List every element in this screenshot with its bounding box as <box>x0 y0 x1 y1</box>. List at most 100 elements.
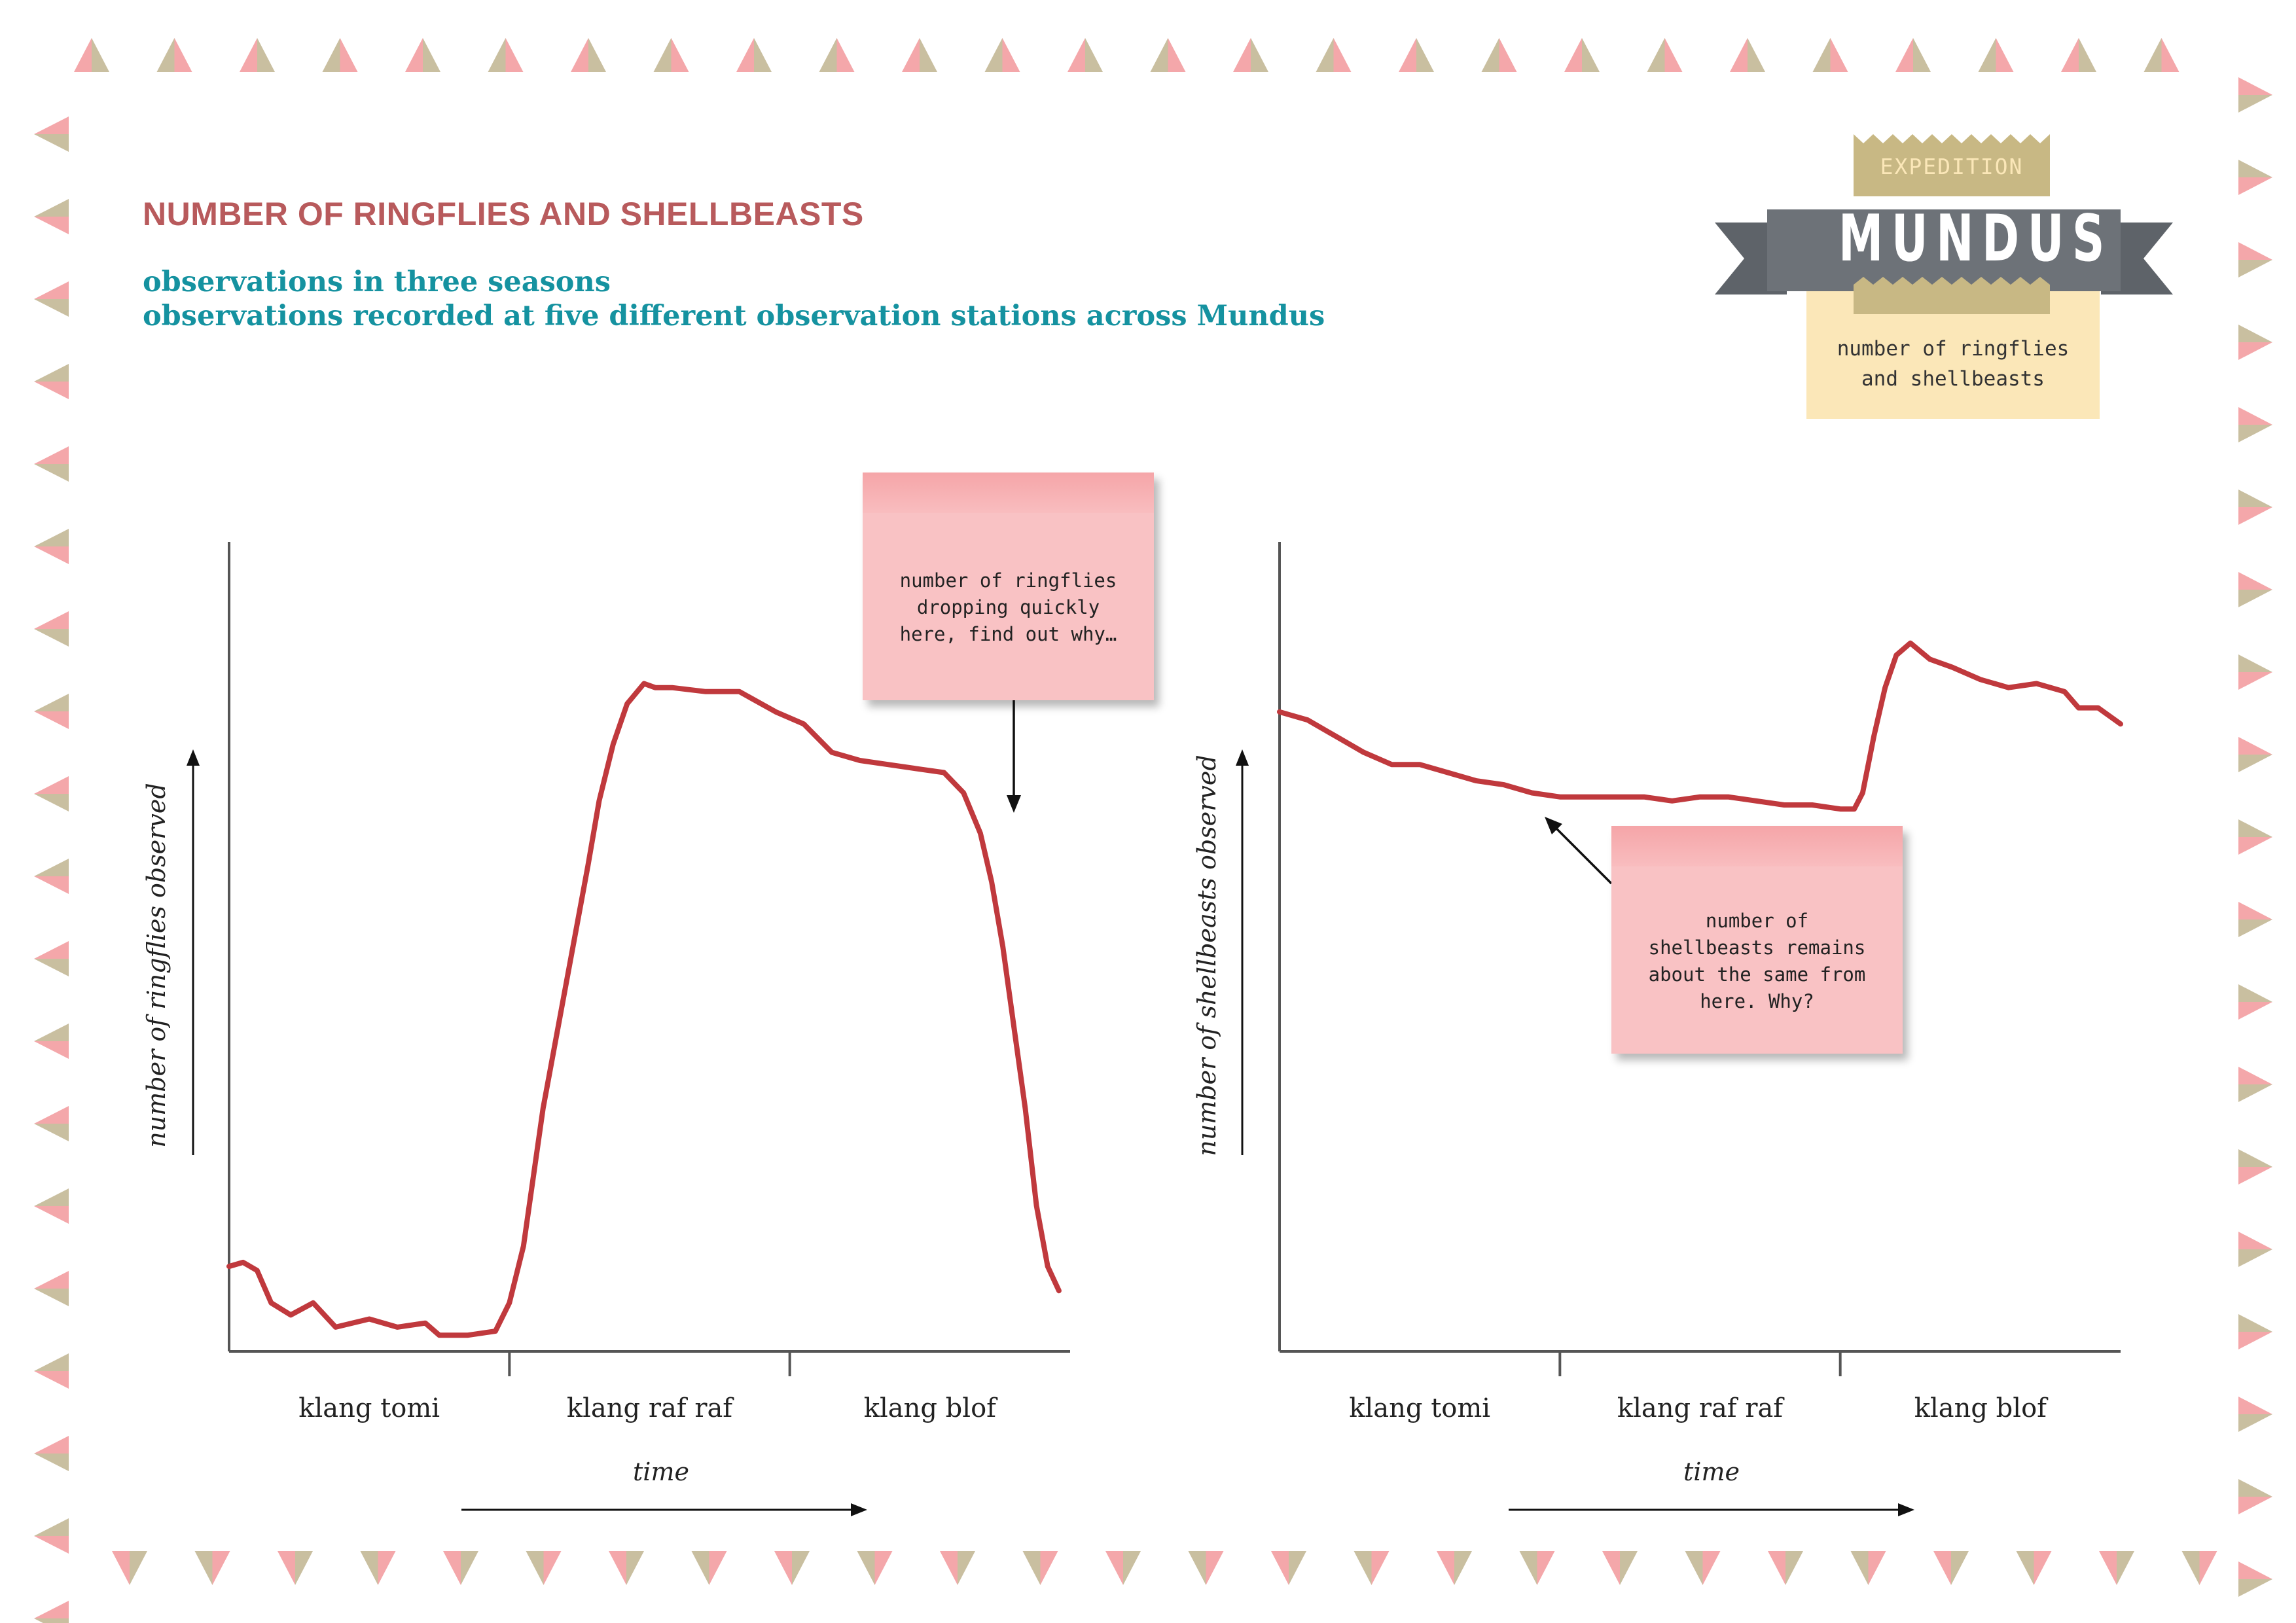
border-triangle <box>1067 38 1103 72</box>
border-triangle <box>34 1271 69 1306</box>
border-triangle <box>1354 1551 1390 1585</box>
border-triangle <box>34 116 69 152</box>
note-line: dropping quickly <box>916 596 1100 618</box>
border-triangle <box>984 38 1020 72</box>
border-triangle <box>2238 1067 2272 1102</box>
border-triangle <box>691 1551 727 1585</box>
note-text: number of shellbeasts remains about the … <box>1624 908 1890 1015</box>
border-triangle <box>34 611 69 647</box>
border-triangle <box>2238 654 2272 690</box>
border-triangle <box>1564 38 1600 72</box>
border-triangle <box>34 281 69 317</box>
border-triangle <box>322 38 358 72</box>
x-axis-label: time <box>633 1457 689 1486</box>
border-triangle <box>1519 1551 1555 1585</box>
subtitle-line-2: observations recorded at five different … <box>143 300 1325 332</box>
page-title: NUMBER OF RINGFLIES AND SHELLBEASTS <box>143 196 864 232</box>
note-arrow-left <box>1007 694 1021 813</box>
logo-description-line-2: and shellbeasts <box>1861 367 2045 391</box>
border-triangle <box>819 38 855 72</box>
border-triangle <box>1850 1551 1886 1585</box>
border-triangle <box>34 199 69 234</box>
border-triangle <box>1685 1551 1721 1585</box>
border-triangle <box>2099 1551 2134 1585</box>
sticky-note-ringflies: number of ringflies dropping quickly her… <box>863 473 1154 700</box>
border-triangle <box>902 38 937 72</box>
logo-description-line-1: number of ringflies <box>1837 337 2070 361</box>
border-triangle <box>2061 38 2096 72</box>
y-axis-arrow <box>187 749 200 1155</box>
x-tick-label: klang raf raf <box>567 1393 734 1423</box>
subtitle-line-1: observations in three seasons <box>143 266 611 298</box>
note-line: about the same from <box>1648 963 1866 986</box>
border-triangle <box>34 1188 69 1224</box>
border-triangle <box>34 859 69 894</box>
border-triangle <box>34 1106 69 1141</box>
note-line: number of ringflies <box>899 569 1117 592</box>
border-triangle <box>2238 1479 2272 1514</box>
y-axis-arrow <box>1236 749 1249 1155</box>
border-triangle <box>1399 38 1434 72</box>
border-triangle <box>34 694 69 729</box>
logo-ribbon <box>1715 209 2173 314</box>
border-triangle <box>1316 38 1352 72</box>
border-triangle <box>2238 1149 2272 1185</box>
x-axis-arrow <box>461 1503 867 1516</box>
sticky-note-shellbeasts: number of shellbeasts remains about the … <box>1611 826 1903 1054</box>
y-axis-label: number of shellbeasts observed <box>1193 755 1221 1156</box>
note-text: number of ringflies dropping quickly her… <box>876 567 1141 648</box>
x-tick-label: klang tomi <box>1349 1393 1490 1423</box>
x-axis-label: time <box>1683 1457 1740 1486</box>
logo-zigzag-banner <box>1854 134 2050 196</box>
border-triangle <box>1812 38 1848 72</box>
border-triangle <box>194 1551 230 1585</box>
border-triangle <box>2016 1551 2052 1585</box>
note-strip <box>1611 826 1903 866</box>
border-triangle <box>1768 1551 1803 1585</box>
border-triangle <box>1933 1551 1969 1585</box>
border-triangle <box>34 529 69 564</box>
border-triangle <box>34 446 69 482</box>
border-triangle <box>488 38 524 72</box>
border-triangle <box>2238 1397 2272 1432</box>
border-triangle <box>34 941 69 976</box>
note-line: here. Why? <box>1700 990 1814 1012</box>
border-triangle <box>34 1436 69 1471</box>
border-triangle <box>74 38 109 72</box>
border-triangle <box>1730 38 1765 72</box>
border-triangle <box>774 1551 810 1585</box>
series-line <box>1277 640 2123 812</box>
border-triangle <box>2238 819 2272 855</box>
series-line <box>226 681 1062 1338</box>
border-triangle <box>1481 38 1517 72</box>
border-triangle <box>34 1518 69 1554</box>
border-triangle <box>1437 1551 1472 1585</box>
border-triangle <box>1647 38 1683 72</box>
border-triangle <box>2238 1314 2272 1349</box>
x-tick-label: klang raf raf <box>1617 1393 1785 1423</box>
border-triangle <box>609 1551 644 1585</box>
border-triangle <box>34 776 69 812</box>
note-line: here, find out why… <box>899 623 1117 645</box>
border-triangle <box>2238 737 2272 772</box>
border-triangle <box>2238 1232 2272 1267</box>
border-triangle <box>1022 1551 1058 1585</box>
border-triangle <box>1602 1551 1638 1585</box>
border-triangle <box>2238 902 2272 937</box>
border-triangle <box>653 38 689 72</box>
border-triangle <box>2238 242 2272 277</box>
border-triangle <box>736 38 772 72</box>
border-triangle <box>1271 1551 1306 1585</box>
note-line: number of <box>1705 910 1809 932</box>
border-triangle <box>1150 38 1186 72</box>
border-triangle <box>2144 38 2179 72</box>
border-triangle <box>2238 407 2272 442</box>
border-triangle <box>240 38 275 72</box>
x-tick-label: klang blof <box>864 1393 998 1423</box>
border-triangle <box>571 38 606 72</box>
border-triangle <box>526 1551 562 1585</box>
expedition-mundus-logo: EXPEDITION MUNDUS number of ringflies an… <box>1715 134 2173 422</box>
x-tick-label: klang blof <box>1914 1393 2049 1423</box>
